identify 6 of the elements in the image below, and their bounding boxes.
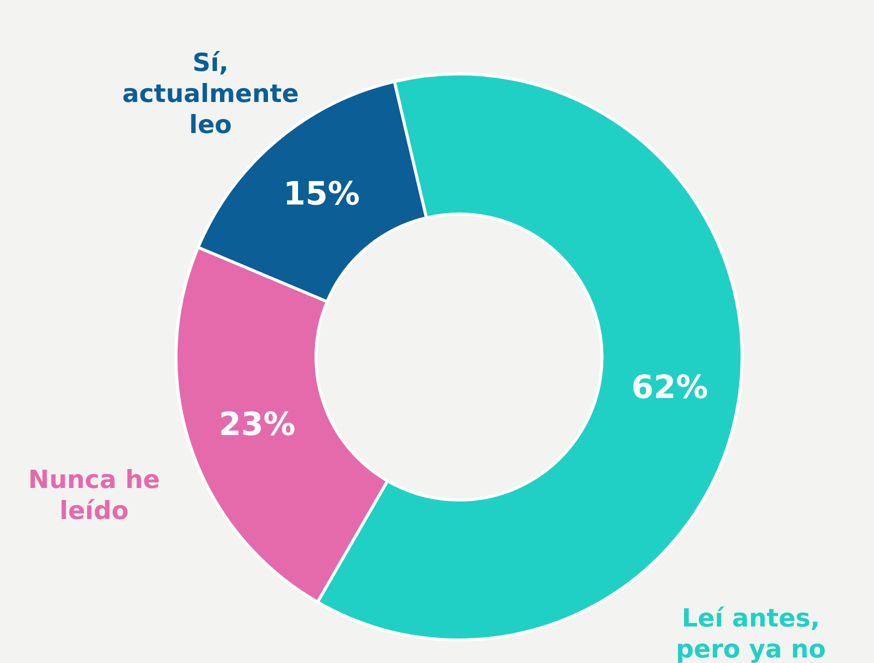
data-label: 62% [631,368,708,406]
slice-label: Leí antes, pero ya no [676,604,826,663]
data-label: 23% [218,404,296,443]
data-label: 15% [283,174,360,212]
slice-label: Nunca he leído [28,464,160,525]
slice-label: Sí, actualmente leo [122,48,299,139]
